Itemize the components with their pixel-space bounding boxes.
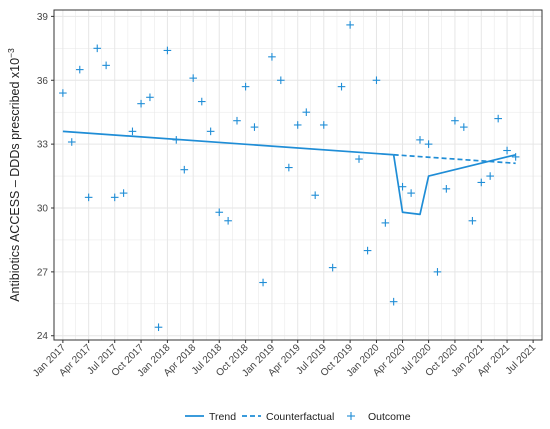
y-tick-label: 36 (37, 76, 49, 87)
outcome-point (372, 76, 381, 85)
outcome-point (119, 189, 128, 197)
grid (54, 10, 542, 340)
y-tick-label: 30 (37, 204, 49, 215)
y-axis-title-exponent: −3 (6, 48, 16, 58)
outcome-point (293, 121, 302, 129)
outcome-point (433, 268, 442, 276)
outcome-point (75, 65, 84, 74)
outcome-point (477, 178, 486, 187)
outcome-point (137, 99, 145, 108)
trend-line (392, 153, 516, 216)
outcome-point (511, 153, 520, 161)
outcome-point (416, 136, 424, 144)
outcome-point (154, 323, 163, 332)
legend-counterfactual-label: Counterfactual (266, 411, 334, 423)
outcome-point (285, 163, 293, 172)
outcome-point (319, 121, 328, 129)
outcome-point (102, 61, 110, 70)
outcome-point (503, 146, 511, 155)
y-tick-label: 24 (37, 331, 49, 342)
outcome-point (302, 108, 311, 116)
outcome-point (146, 93, 154, 102)
outcome-point (442, 185, 451, 193)
outcome-point (389, 297, 398, 306)
outcome-point (206, 127, 215, 136)
outcome-point (363, 246, 372, 255)
outcome-point (337, 82, 346, 91)
outcome-point (311, 191, 319, 200)
y-axis-title-text: Antibiotics ACCESS – DDDs prescribed x10 (8, 58, 22, 302)
outcome-point (381, 219, 390, 227)
legend: Trend Counterfactual Outcome (185, 411, 411, 423)
outcome-point (268, 53, 276, 61)
legend-outcome-label: Outcome (368, 411, 411, 423)
outcome-point (451, 116, 459, 125)
outcome-point (241, 82, 250, 91)
outcome-point (189, 74, 197, 82)
outcome-point (468, 216, 477, 225)
outcome-point (407, 189, 415, 197)
outcome-point (163, 46, 172, 55)
outcome-point (180, 165, 189, 174)
trend-line (62, 130, 394, 156)
outcome-point (250, 123, 259, 131)
y-tick-label: 27 (37, 267, 49, 278)
outcome-point (277, 76, 285, 85)
y-tick-label: 33 (37, 140, 49, 151)
outcome-point (224, 216, 232, 225)
outcome-point (84, 193, 93, 202)
outcome-point (398, 182, 407, 191)
outcome-point (233, 116, 241, 125)
outcome-point (110, 193, 119, 202)
outcome-point (59, 89, 67, 97)
outcome-point (128, 127, 137, 136)
legend-outcome-key (347, 412, 355, 420)
outcome-point (215, 208, 224, 217)
outcome-point (328, 263, 337, 272)
outcome-point (67, 138, 76, 146)
outcome-point (494, 114, 502, 123)
outcome-point (355, 155, 363, 163)
counterfactual-line (393, 153, 516, 165)
outcome-point (486, 172, 494, 180)
outcome-point (424, 140, 433, 148)
outcome-point (197, 97, 206, 106)
outcome-point (346, 21, 354, 29)
outcome-point (259, 278, 267, 287)
legend-trend-label: Trend (209, 411, 236, 423)
outcome-point (93, 44, 102, 53)
plot-area (59, 21, 520, 332)
y-axis-title: Antibiotics ACCESS – DDDs prescribed x10… (6, 48, 22, 302)
outcome-point (460, 123, 468, 131)
y-tick-label: 39 (37, 12, 49, 23)
